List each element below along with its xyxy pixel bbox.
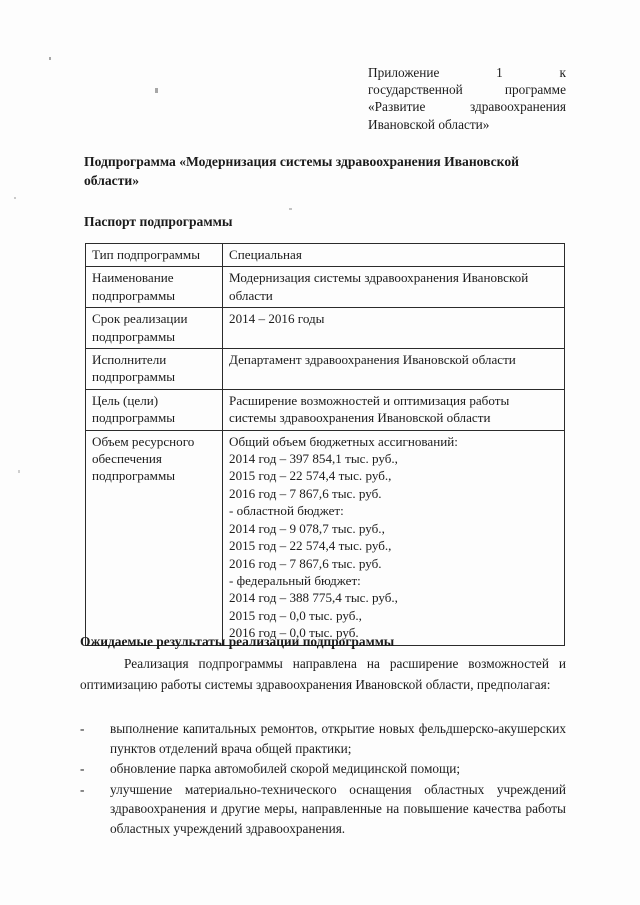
- table-row: Срок реализации подпрограммы 2014 – 2016…: [84, 307, 565, 350]
- table-cell-label: Цель (цели) подпрограммы: [84, 388, 224, 431]
- cell-line: системы здравоохранения Ивановской облас…: [229, 410, 491, 426]
- list-item-text: улучшение материально-технического оснащ…: [110, 781, 566, 836]
- list-item: - улучшение материально-технического осн…: [80, 780, 566, 839]
- list-item-text: выполнение капитальных ремонтов, открыти…: [110, 721, 566, 756]
- cell-line: 2015 год – 22 574,4 тыс. руб.,: [229, 538, 392, 554]
- list-item-text: обновление парка автомобилей скорой меди…: [110, 761, 461, 777]
- cell-line: Модернизация системы здравоохранения Ива…: [229, 270, 529, 286]
- table-row: Исполнители подпрограммы Департамент здр…: [84, 348, 565, 390]
- cell-line: 2016 год – 0,0 тыс. руб.: [229, 625, 359, 641]
- scan-artifact: [49, 57, 51, 60]
- cell-line: Департамент здравоохранения Ивановской о…: [229, 352, 516, 368]
- table-cell-value: Расширение возможностей и оптимизация ра…: [222, 388, 565, 431]
- cell-line: Специальная: [229, 247, 302, 262]
- cell-line: 2014 год – 388 775,4 тыс. руб.,: [229, 590, 398, 606]
- table-row: Цель (цели) подпрограммы Расширение возм…: [84, 388, 565, 431]
- appendix-reference-line: «Развитие здравоохранения: [368, 99, 566, 115]
- table-cell-label: Исполнители подпрограммы: [84, 348, 224, 390]
- expected-results-paragraph: Реализация подпрограммы направлена на ра…: [80, 656, 566, 692]
- list-item: - выполнение капитальных ремонтов, откры…: [80, 719, 566, 758]
- table-cell-label: Объем ресурсного обеспечения подпрограмм…: [84, 429, 224, 646]
- table-cell-label: Срок реализации подпрограммы: [84, 307, 224, 350]
- passport-heading: Паспорт подпрограммы: [84, 214, 233, 229]
- bullet-dash-icon: -: [80, 761, 85, 777]
- table-cell-label: Наименование подпрограммы: [84, 266, 224, 309]
- scan-artifact: [18, 470, 20, 473]
- expected-results-list: - выполнение капитальных ремонтов, откры…: [80, 719, 566, 840]
- table-cell-value: Модернизация системы здравоохранения Ива…: [222, 266, 565, 309]
- cell-line: 2016 год – 7 867,6 тыс. руб.: [229, 555, 382, 571]
- table-cell-label: Тип подпрограммы: [84, 242, 224, 268]
- table-cell-value: Общий объем бюджетных ассигнований: 2014…: [222, 429, 565, 646]
- cell-line: 2014 год – 397 854,1 тыс. руб.,: [229, 451, 398, 467]
- table-cell-value: Департамент здравоохранения Ивановской о…: [222, 348, 565, 390]
- cell-line: 2014 – 2016 годы: [229, 311, 325, 327]
- list-item: - обновление парка автомобилей скорой ме…: [80, 759, 566, 779]
- passport-table-body: Тип подпрограммы Специальная Наименовани…: [84, 242, 565, 646]
- cell-line: 2015 год – 0,0 тыс. руб.,: [229, 607, 362, 623]
- cell-line: 2016 год – 7 867,6 тыс. руб.: [229, 485, 382, 501]
- scan-artifact: [14, 197, 16, 199]
- appendix-reference-line: Ивановской области»: [368, 116, 490, 132]
- table-cell-value: 2014 – 2016 годы: [222, 307, 565, 350]
- subprogram-title: Подпрограмма «Модернизация системы здрав…: [84, 154, 519, 188]
- appendix-reference-block: Приложение 1 к государственной программе…: [368, 64, 566, 133]
- cell-line: 2014 год – 9 078,7 тыс. руб.,: [229, 520, 385, 536]
- cell-line: - областной бюджет:: [229, 503, 344, 519]
- appendix-reference-line: Приложение 1 к: [368, 65, 566, 80]
- table-row: Наименование подпрограммы Модернизация с…: [84, 266, 565, 309]
- cell-line: 2015 год – 22 574,4 тыс. руб.,: [229, 468, 392, 484]
- table-cell-value: Специальная: [222, 242, 565, 268]
- cell-line: области: [229, 287, 273, 303]
- cell-line: Расширение возможностей и оптимизация ра…: [229, 392, 510, 408]
- bullet-dash-icon: -: [80, 781, 85, 797]
- table-row: Тип подпрограммы Специальная: [84, 242, 565, 268]
- bullet-dash-icon: -: [80, 721, 85, 736]
- scan-artifact: [289, 208, 292, 210]
- cell-line: Общий объем бюджетных ассигнований:: [229, 433, 458, 449]
- scan-artifact: [155, 88, 158, 93]
- table-row: Объем ресурсного обеспечения подпрограмм…: [84, 429, 565, 646]
- cell-line: - федеральный бюджет:: [229, 572, 361, 588]
- passport-table: Тип подпрограммы Специальная Наименовани…: [84, 242, 565, 646]
- appendix-reference-line: государственной программе: [368, 82, 566, 98]
- expected-results-heading: Ожидаемые результаты реализации подпрогр…: [80, 634, 395, 649]
